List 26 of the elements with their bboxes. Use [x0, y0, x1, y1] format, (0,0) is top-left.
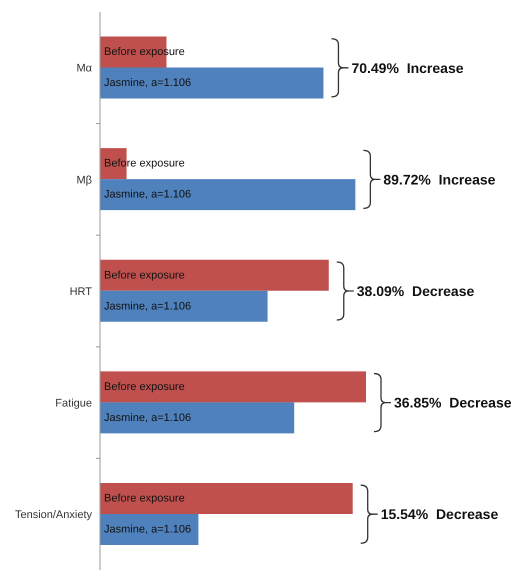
bar: [100, 179, 356, 210]
y-tick-label: Tension/Anxiety: [14, 509, 92, 522]
y-tick-label: Mβ: [76, 174, 92, 186]
text: Before exposure: [104, 380, 185, 393]
text: 36.85% Decrease: [394, 394, 512, 411]
bar: [100, 68, 324, 99]
bar: [100, 371, 366, 402]
text: Before exposure: [104, 269, 185, 282]
bar: [100, 290, 268, 322]
series-label: Jasmine, a=1.106: [104, 77, 192, 90]
y-tick-label: HRT: [70, 286, 92, 298]
annotation: 38.09% Decrease: [356, 283, 475, 299]
text: Jasmine, a=1.106: [104, 412, 192, 424]
text: Jasmine, a=1.106: [104, 523, 192, 536]
text: Jasmine, a=1.106: [104, 188, 192, 201]
text: 15.54% Decrease: [380, 506, 498, 522]
annotation: 70.49% Increase: [351, 60, 464, 76]
bar: [100, 482, 353, 514]
y-tick-label: Fatigue: [55, 398, 92, 410]
text: Jasmine, a=1.106: [104, 300, 192, 312]
bar: [100, 514, 198, 545]
bar: [100, 260, 329, 291]
bar: [100, 402, 294, 434]
y-tick-label: Mα: [76, 62, 93, 75]
text: 89.72% Increase: [383, 171, 496, 188]
text: Before exposure: [104, 492, 185, 504]
